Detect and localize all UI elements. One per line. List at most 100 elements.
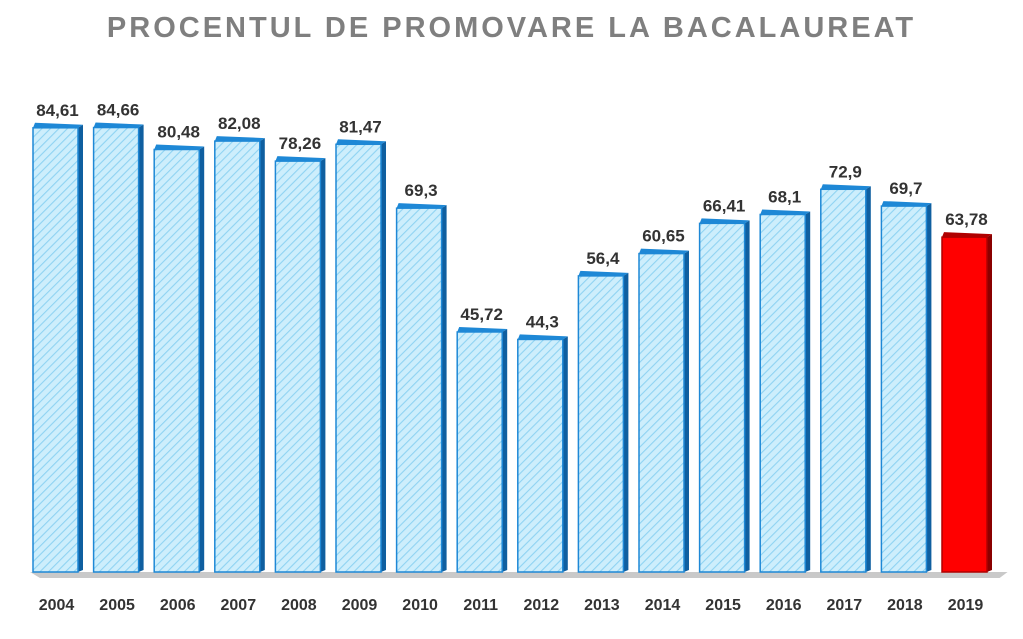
- bar-top: [154, 144, 205, 150]
- bar-front: [517, 338, 564, 573]
- value-labels-group: 84,61 84,66 80,48 82,08 78,26 81,47 69,3 45,72 4…: [36, 101, 988, 332]
- bar-top: [881, 201, 932, 207]
- value-label: 81,47: [339, 117, 382, 136]
- x-tick-label: 2011: [463, 597, 498, 614]
- bar-front: [274, 160, 322, 573]
- bar-top: [396, 203, 447, 209]
- value-label: 63,78: [945, 210, 988, 229]
- bar-front: [880, 205, 928, 573]
- bar-top: [214, 136, 265, 142]
- bar-top: [578, 270, 629, 276]
- value-label: 45,72: [460, 305, 503, 324]
- bar-side: [441, 205, 447, 573]
- bar-2005: [92, 122, 144, 573]
- bar-top: [517, 334, 568, 340]
- bar-side: [138, 124, 144, 572]
- bar-2019: [941, 232, 992, 573]
- bar-top: [33, 122, 83, 128]
- value-label: 82,08: [218, 114, 261, 133]
- value-label: 60,65: [642, 227, 685, 246]
- value-label: 69,7: [889, 179, 922, 198]
- value-label: 66,41: [703, 196, 746, 215]
- bar-side: [987, 234, 992, 572]
- bar-2010: [395, 203, 447, 573]
- bar-2016: [759, 209, 811, 573]
- value-label: 80,48: [157, 122, 200, 141]
- bar-front: [698, 222, 746, 573]
- bar-top: [760, 209, 811, 215]
- x-tick-label: 2014: [645, 597, 681, 614]
- bar-front: [820, 188, 867, 573]
- x-axis-ticks: 2004 2005 2006 2007 2008 2009 2010 2011 2012 2013…: [39, 597, 984, 614]
- value-label: 84,66: [97, 101, 140, 120]
- bar-side: [562, 336, 568, 572]
- x-tick-label: 2009: [342, 597, 378, 614]
- bar-top: [457, 326, 508, 332]
- x-tick-label: 2012: [524, 597, 560, 614]
- bar-side: [320, 158, 326, 572]
- chart-title: PROCENTUL DE PROMOVARE LA BACALAUREAT: [106, 12, 917, 44]
- bar-side: [684, 250, 689, 572]
- bar-side: [623, 272, 629, 572]
- bar-front: [456, 331, 503, 573]
- bar-2006: [153, 144, 205, 573]
- bar-front: [395, 207, 443, 573]
- x-tick-label: 2016: [766, 597, 802, 614]
- x-tick-label: 2010: [402, 597, 438, 614]
- x-tick-label: 2019: [948, 597, 984, 614]
- bar-top: [275, 156, 326, 162]
- bar-front: [577, 275, 625, 573]
- bar-side: [805, 211, 811, 572]
- bar-side: [78, 124, 83, 573]
- bar-side: [865, 186, 871, 572]
- bar-2011: [456, 326, 508, 573]
- bar-2018: [880, 201, 932, 573]
- bar-top: [639, 248, 689, 254]
- x-tick-label: 2004: [39, 597, 75, 614]
- bar-front: [153, 148, 200, 573]
- value-label: 69,3: [405, 181, 438, 200]
- bars-group: [32, 122, 992, 573]
- bar-front: [941, 236, 988, 573]
- bar-side: [199, 146, 205, 573]
- bar-top: [942, 232, 992, 238]
- bar-top: [336, 139, 386, 145]
- value-label: 68,1: [768, 187, 801, 206]
- bar-top: [93, 122, 144, 128]
- chart-floor: [30, 572, 1008, 578]
- bar-2017: [820, 184, 871, 573]
- bar-side: [502, 328, 508, 572]
- bar-2013: [577, 270, 629, 573]
- bar-front: [638, 252, 685, 573]
- x-tick-label: 2015: [705, 597, 741, 614]
- x-tick-label: 2005: [99, 597, 135, 614]
- bar-2014: [638, 248, 689, 573]
- bar-side: [381, 141, 386, 572]
- bar-side: [926, 203, 932, 572]
- value-label: 44,3: [526, 312, 559, 331]
- x-tick-label: 2018: [887, 597, 923, 614]
- bar-front: [92, 126, 140, 573]
- bar-side: [259, 138, 265, 572]
- value-label: 78,26: [279, 134, 322, 153]
- x-tick-label: 2006: [160, 597, 196, 614]
- bar-2012: [517, 334, 568, 573]
- bar-2009: [335, 139, 386, 573]
- value-label: 72,9: [829, 162, 862, 181]
- bar-front: [32, 127, 79, 573]
- x-tick-label: 2017: [827, 597, 863, 614]
- bar-2004: [32, 122, 83, 573]
- bar-side: [744, 220, 750, 572]
- x-tick-label: 2008: [281, 597, 317, 614]
- bar-2015: [698, 218, 750, 573]
- bar-top: [820, 184, 871, 190]
- value-label: 56,4: [586, 249, 620, 268]
- x-tick-label: 2007: [221, 597, 257, 614]
- x-tick-label: 2013: [584, 597, 620, 614]
- bar-2008: [274, 156, 326, 573]
- bar-2007: [214, 136, 265, 573]
- bar-front: [335, 143, 382, 573]
- bar-front: [214, 140, 261, 573]
